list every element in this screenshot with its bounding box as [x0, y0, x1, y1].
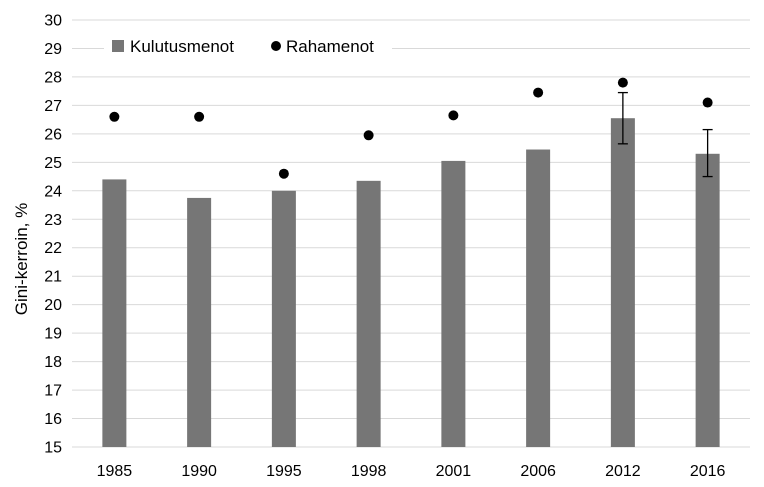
x-tick-label: 2012 [605, 463, 641, 480]
bar-1998 [356, 180, 381, 447]
y-tick-label: 27 [44, 98, 62, 115]
dot-1985 [109, 111, 120, 122]
y-tick-label: 24 [44, 183, 62, 200]
x-tick-label: 2006 [520, 463, 556, 480]
legend-background [104, 34, 392, 60]
dot-1995 [278, 168, 289, 179]
bars [102, 118, 720, 448]
y-tick-label: 30 [44, 13, 62, 30]
y-tick-label: 25 [44, 155, 62, 172]
x-tick-label: 2001 [436, 463, 472, 480]
error-bar-2012 [617, 91, 628, 145]
dot-1998 [363, 130, 374, 141]
dot-2006 [533, 87, 544, 98]
y-tick-label: 17 [44, 383, 62, 400]
bar-1990 [187, 197, 212, 447]
x-tick-label: 1985 [97, 463, 133, 480]
gridlines [72, 19, 750, 448]
error-bar-2016 [702, 128, 713, 178]
y-tick-label: 19 [44, 326, 62, 343]
x-tick-label: 1990 [181, 463, 217, 480]
legend-label-bars: Kulutusmenot [130, 37, 234, 56]
bar-2001 [441, 160, 466, 447]
y-tick-label: 22 [44, 240, 62, 257]
bar-1995 [271, 190, 296, 448]
dot-2016 [702, 97, 713, 108]
y-tick-label: 21 [44, 269, 62, 286]
legend: Kulutusmenot Rahamenot [104, 34, 392, 60]
legend-swatch-bars [112, 40, 124, 52]
y-tick-labels: 15 16 17 18 19 20 21 22 23 24 25 26 27 28 29 30 [44, 13, 62, 457]
y-tick-label: 28 [44, 69, 62, 86]
y-tick-label: 20 [44, 297, 62, 314]
y-tick-label: 26 [44, 126, 62, 143]
x-tick-label: 2016 [690, 463, 726, 480]
x-tick-labels: 1985 1990 1995 1998 2001 2006 2012 2016 [97, 463, 726, 480]
dot-1990 [194, 111, 205, 122]
bar-2006 [526, 149, 551, 448]
y-tick-label: 15 [44, 440, 62, 457]
y-tick-label: 18 [44, 354, 62, 371]
bar-2016 [695, 153, 720, 447]
dot-2001 [448, 110, 459, 121]
dots [109, 77, 713, 179]
error-bars [617, 91, 713, 178]
bar-2012 [610, 118, 635, 448]
y-tick-label: 29 [44, 41, 62, 58]
y-tick-label: 23 [44, 212, 62, 229]
y-tick-label: 16 [44, 411, 62, 428]
x-tick-label: 1998 [351, 463, 387, 480]
bar-1985 [102, 179, 127, 447]
y-axis-label: Gini-kerroin, % [12, 203, 31, 315]
x-tick-label: 1995 [266, 463, 302, 480]
legend-swatch-dots [271, 41, 281, 51]
dot-2012 [617, 77, 628, 88]
legend-label-dots: Rahamenot [286, 37, 374, 56]
